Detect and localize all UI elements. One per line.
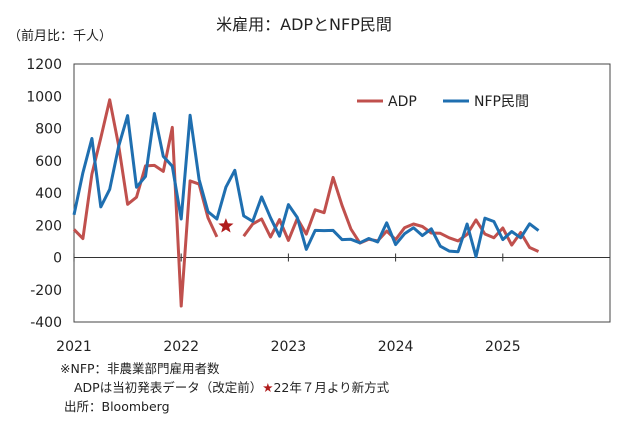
x-tick-label: 2025 xyxy=(485,339,521,355)
x-axis: 2021 2022 2023 2024 2025 xyxy=(56,253,521,355)
footnote-adp: ADPは当初発表データ（改定前）★22年７月より新方式 xyxy=(74,378,389,397)
footnote-nfp: ※NFP：非農業部門雇用者数 xyxy=(60,361,220,376)
y-tick-label: -200 xyxy=(30,283,62,299)
footnote-source: 出所：Bloomberg xyxy=(64,399,170,414)
y-tick-label: 1200 xyxy=(26,57,62,73)
series-layer xyxy=(72,98,540,308)
y-tick-label: 0 xyxy=(53,251,62,267)
x-tick-label: 2021 xyxy=(56,339,92,355)
footnote-star-icon: ★ xyxy=(262,380,274,395)
y-tick-label: 600 xyxy=(35,154,62,170)
chart-title: 米雇用：ADPとNFP民間 xyxy=(216,15,392,34)
legend: ADP NFP民間 xyxy=(357,94,529,110)
new-method-star-marker xyxy=(218,218,234,233)
y-tick-label: 400 xyxy=(35,186,62,202)
y-axis-unit-label: （前月比：千人） xyxy=(8,28,112,44)
footnote-adp-text: ADPは当初発表データ（改定前） xyxy=(74,380,263,395)
y-tick-label: -400 xyxy=(30,315,62,331)
y-tick-label: 800 xyxy=(35,122,62,138)
legend-label-adp: ADP xyxy=(388,94,417,110)
series-line-adp xyxy=(72,98,540,308)
y-tick-label: 1000 xyxy=(26,89,62,105)
series-line-nfp xyxy=(72,112,540,259)
y-axis: 1200 1000 800 600 400 200 0 -200 -400 xyxy=(26,57,62,331)
x-tick-label: 2024 xyxy=(378,339,414,355)
y-tick-label: 200 xyxy=(35,218,62,234)
legend-label-nfp: NFP民間 xyxy=(474,94,529,110)
x-tick-label: 2023 xyxy=(271,339,307,355)
x-tick-label: 2022 xyxy=(163,339,199,355)
plot-area xyxy=(73,63,611,323)
footnote-new-method-text: 22年７月より新方式 xyxy=(273,380,390,395)
